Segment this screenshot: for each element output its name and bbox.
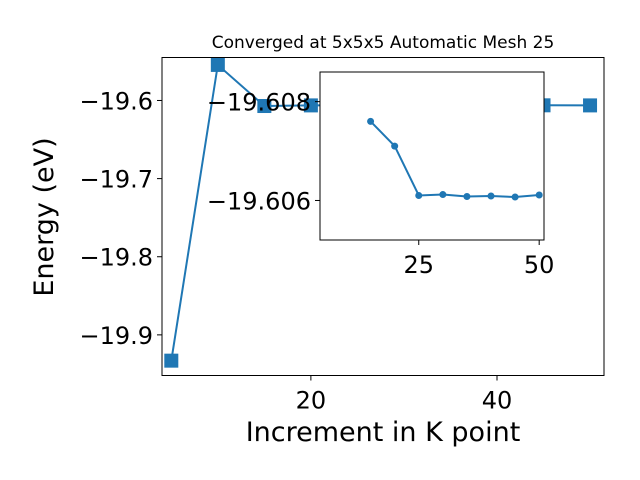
inset-data-point [415, 192, 423, 200]
inset-x-tick-label: 25 [403, 251, 434, 279]
inset-axes-background [319, 71, 545, 241]
main-y-tick-label: −19.9 [79, 322, 153, 350]
inset-y-tick-label: −19.606 [207, 187, 311, 215]
x-axis-label: Increment in K point [246, 417, 521, 448]
inset-series-line [369, 120, 540, 199]
inset-data-point [511, 193, 519, 201]
main-data-point [303, 98, 318, 113]
inset-x-tick-label: 50 [524, 251, 555, 279]
y-axis-label: Energy (eV) [29, 137, 60, 296]
main-x-ticks: 20 40 [296, 375, 513, 415]
inset-plot-area [367, 117, 543, 201]
inset-data-point [367, 117, 375, 125]
inset-x-ticks: 25 50 [403, 240, 554, 279]
main-y-tick-label: −19.8 [79, 244, 153, 272]
main-axes-frame [161, 57, 605, 376]
main-y-ticks: −19.6 −19.7 −19.8 −19.9 [79, 87, 162, 350]
main-x-tick-label: 40 [482, 387, 513, 415]
inset-y-ticks: −19.608 −19.606 [207, 89, 320, 215]
main-data-point [164, 353, 179, 368]
inset-y-tick-label: −19.608 [207, 89, 311, 117]
main-data-point [210, 57, 225, 72]
inset-data-point [487, 192, 495, 200]
main-data-point [583, 98, 598, 113]
inset-data-point [463, 193, 471, 201]
main-y-tick-label: −19.7 [79, 166, 153, 194]
inset-data-point [439, 191, 447, 199]
inset-data-point [391, 142, 399, 150]
main-y-tick-label: −19.6 [79, 87, 153, 115]
main-x-tick-label: 20 [296, 387, 327, 415]
main-data-point [257, 99, 272, 114]
chart-title: Converged at 5x5x5 Automatic Mesh 25 [212, 33, 555, 53]
inset-data-point [535, 191, 543, 199]
